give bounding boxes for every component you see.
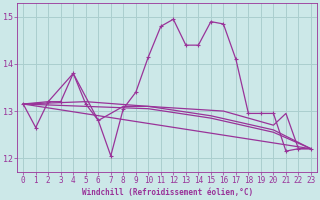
X-axis label: Windchill (Refroidissement éolien,°C): Windchill (Refroidissement éolien,°C) (82, 188, 253, 197)
